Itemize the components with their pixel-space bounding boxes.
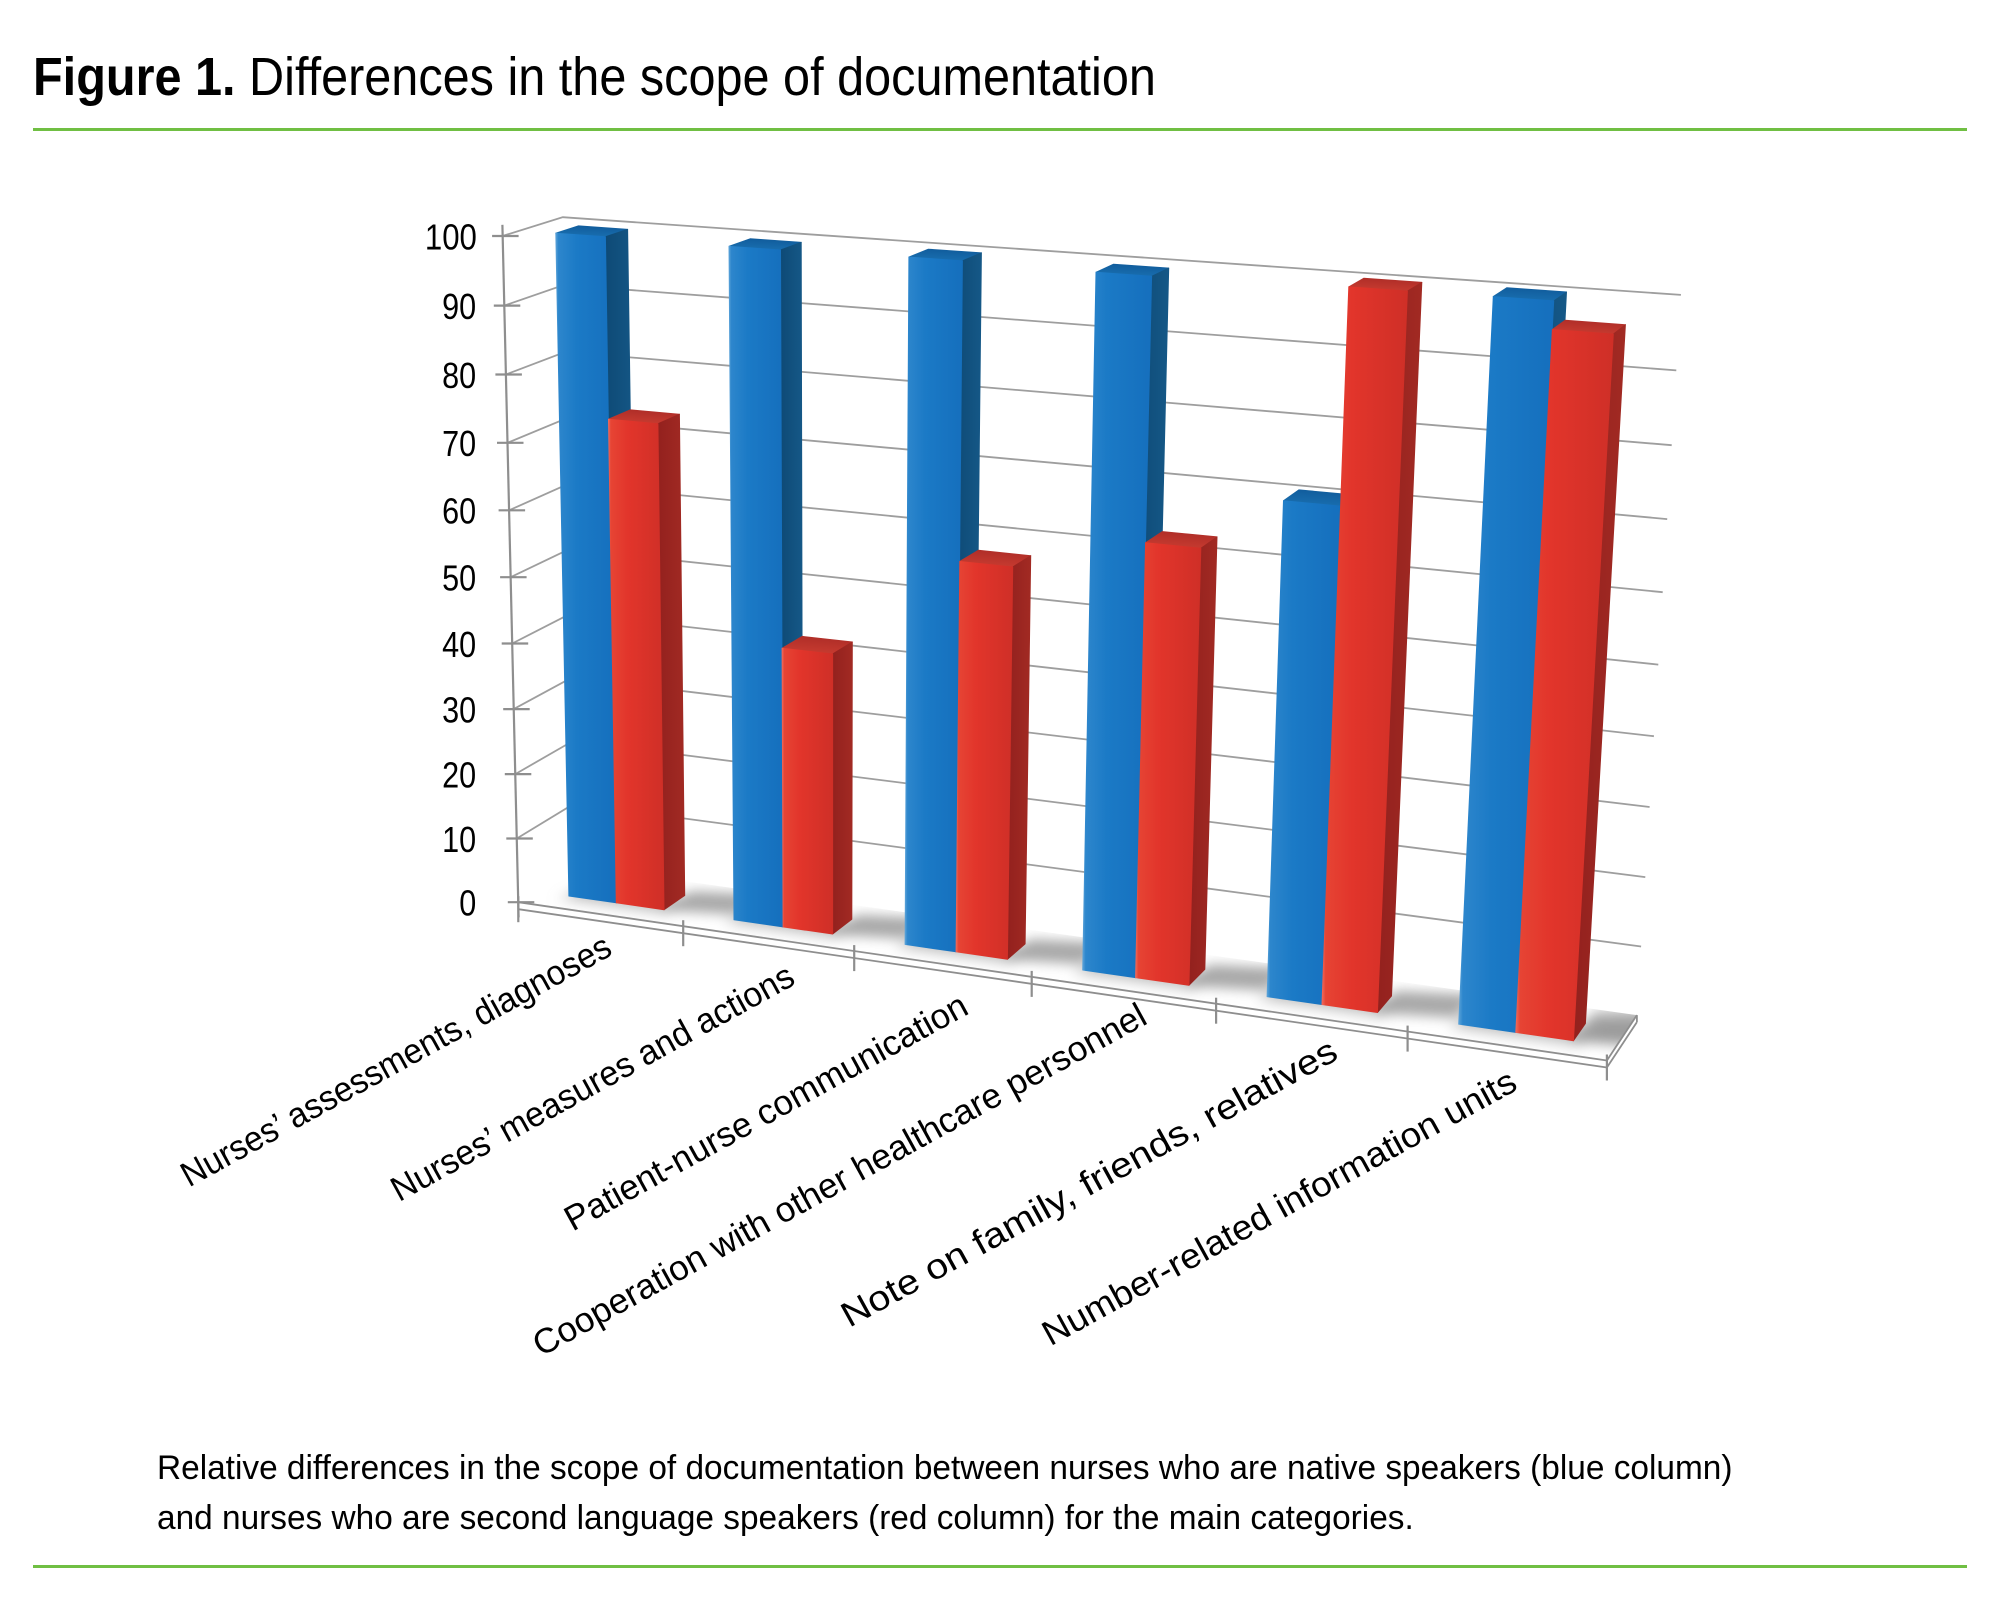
svg-text:80: 80 <box>442 355 476 396</box>
svg-text:40: 40 <box>442 624 476 665</box>
svg-text:60: 60 <box>442 491 476 532</box>
svg-text:70: 70 <box>442 423 476 464</box>
svg-text:Nurses’ measures and actions: Nurses’ measures and actions <box>384 956 801 1209</box>
svg-text:90: 90 <box>442 286 476 327</box>
svg-text:10: 10 <box>442 819 476 860</box>
svg-text:20: 20 <box>442 755 476 796</box>
svg-text:Nurses’ assessments, diagnoses: Nurses’ assessments, diagnoses <box>174 927 618 1195</box>
svg-text:Number-related information uni: Number-related information units <box>1035 1062 1523 1354</box>
svg-text:50: 50 <box>442 558 476 599</box>
svg-text:0: 0 <box>459 883 476 924</box>
svg-text:30: 30 <box>442 690 476 731</box>
svg-text:100: 100 <box>425 216 477 257</box>
